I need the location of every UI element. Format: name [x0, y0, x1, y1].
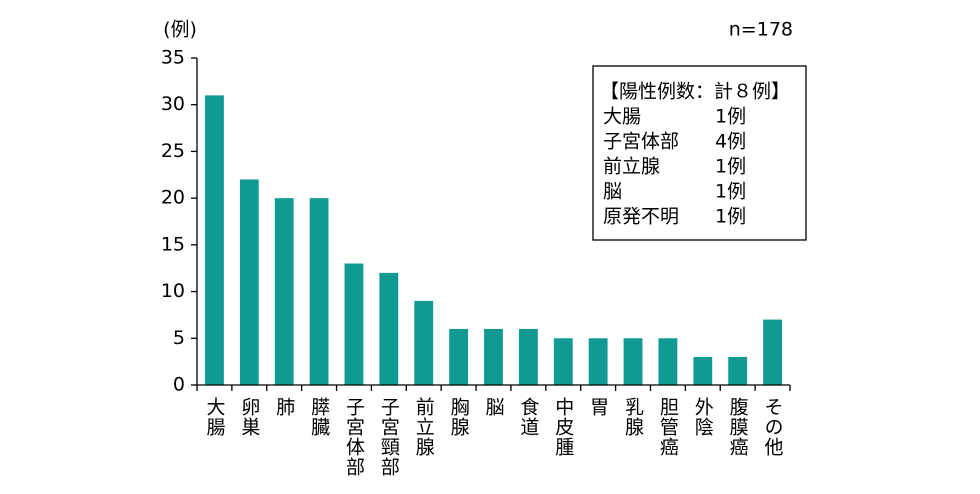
x-tick-label: 子宮体部	[343, 397, 365, 477]
annotation-count: 1例	[715, 206, 746, 228]
bar	[693, 356, 713, 385]
y-tick-label: 0	[173, 374, 185, 396]
y-tick-label: 15	[161, 233, 185, 255]
x-tick-label: 前立腺	[413, 397, 435, 457]
x-tick-label: 乳腺	[622, 397, 644, 437]
bar	[484, 328, 503, 385]
bar	[344, 263, 364, 385]
bar	[379, 272, 399, 385]
y-tick-label: 20	[161, 187, 185, 209]
annotation-box	[592, 65, 807, 241]
bar	[728, 356, 748, 385]
bar	[763, 319, 782, 385]
x-tick-label: 中皮腫	[552, 397, 574, 457]
sample-size: n=178	[729, 19, 793, 41]
bar	[518, 328, 538, 385]
bar	[239, 179, 259, 385]
bar	[449, 328, 469, 385]
y-tick-label: 35	[161, 47, 185, 69]
x-tick-label: 大腸	[203, 397, 225, 437]
x-tick-label: その他	[762, 397, 784, 457]
x-tick-label: 肺	[273, 397, 295, 417]
y-tick-label: 30	[161, 93, 185, 115]
annotation-site: 脳	[603, 181, 622, 203]
bar	[274, 198, 294, 385]
annotation-count: 1例	[715, 156, 746, 178]
y-tick-label: 25	[161, 140, 185, 162]
annotation-site: 大腸	[603, 106, 641, 128]
annotation-count: 1例	[715, 106, 746, 128]
bar	[414, 300, 434, 385]
x-tick-label: 子宮頸部	[378, 397, 400, 477]
x-tick-label: 腹膜癌	[727, 397, 749, 457]
annotation-site: 原発不明	[603, 206, 679, 228]
y-tick-label: 5	[173, 327, 185, 349]
bar	[553, 338, 573, 385]
bar	[658, 338, 678, 385]
x-tick-label: 胸腺	[448, 397, 470, 437]
annotation-title: 【陽性例数：計８例】	[600, 81, 790, 103]
x-tick-label: 卵巣	[238, 397, 260, 437]
annotation-site: 子宮体部	[603, 131, 679, 153]
bar	[309, 198, 329, 385]
annotation-site: 前立腺	[603, 156, 660, 178]
x-tick-label: 脳	[483, 397, 505, 417]
x-tick-label: 食道	[517, 397, 539, 437]
annotation-count: 4例	[715, 131, 746, 153]
annotation-count: 1例	[715, 181, 746, 203]
x-tick-label: 膵臓	[308, 397, 330, 437]
bar	[205, 95, 224, 385]
bar	[623, 338, 643, 385]
x-tick-label: 外陰	[692, 397, 714, 437]
y-tick-label: 10	[161, 280, 185, 302]
y-axis-label: (例)	[163, 19, 197, 41]
x-tick-label: 胃	[587, 397, 609, 417]
x-tick-label: 胆管癌	[657, 397, 679, 457]
bar	[588, 338, 608, 385]
